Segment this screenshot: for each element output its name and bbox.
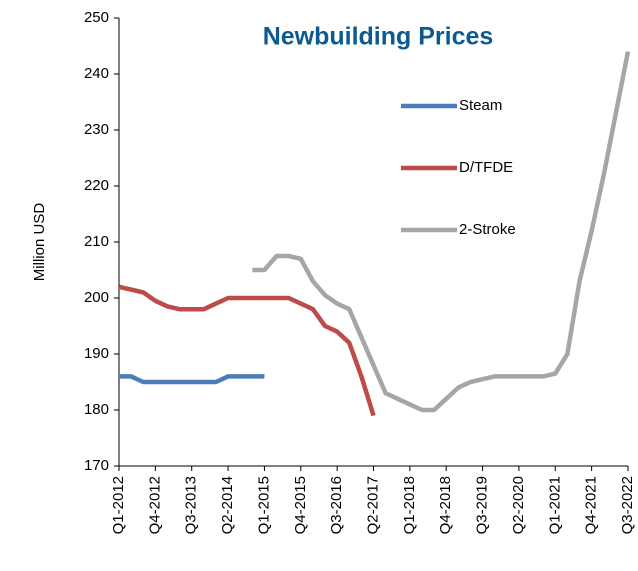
y-tick-label: 170 <box>84 457 109 474</box>
y-tick-label: 240 <box>84 65 109 82</box>
y-tick-label: 230 <box>84 121 109 138</box>
x-tick-label: Q4-2021 <box>583 476 600 534</box>
x-tick-label: Q1-2018 <box>401 476 418 534</box>
x-tick-label: Q2-2017 <box>364 476 381 534</box>
y-tick-label: 200 <box>84 289 109 306</box>
x-tick-label: Q4-2015 <box>292 476 309 534</box>
legend-label: Steam <box>459 97 502 114</box>
line-series <box>119 374 265 385</box>
y-tick-label: 190 <box>84 345 109 362</box>
x-tick-label: Q3-2013 <box>183 476 200 534</box>
chart-title: Newbuilding Prices <box>263 23 494 51</box>
y-tick-label: 180 <box>84 401 109 418</box>
x-tick-label: Q2-2014 <box>219 476 236 534</box>
x-tick-label: Q1-2021 <box>546 476 563 534</box>
x-tick-label: Q3-2022 <box>619 476 636 534</box>
line-series <box>252 51 631 413</box>
y-tick-label: 250 <box>84 9 109 26</box>
line-series <box>118 284 376 417</box>
legend-label: D/TFDE <box>459 159 513 176</box>
x-tick-label: Q3-2016 <box>328 476 345 534</box>
x-tick-label: Q1-2012 <box>110 476 127 534</box>
x-tick-label: Q4-2012 <box>146 476 163 534</box>
y-axis-label: Million USD <box>31 203 48 282</box>
x-tick-label: Q2-2020 <box>510 476 527 534</box>
y-tick-label: 220 <box>84 177 109 194</box>
x-tick-label: Q3-2019 <box>474 476 491 534</box>
y-tick-label: 210 <box>84 233 109 250</box>
x-tick-label: Q4-2018 <box>437 476 454 534</box>
x-tick-label: Q1-2015 <box>255 476 272 534</box>
legend-label: 2-Stroke <box>459 221 516 238</box>
